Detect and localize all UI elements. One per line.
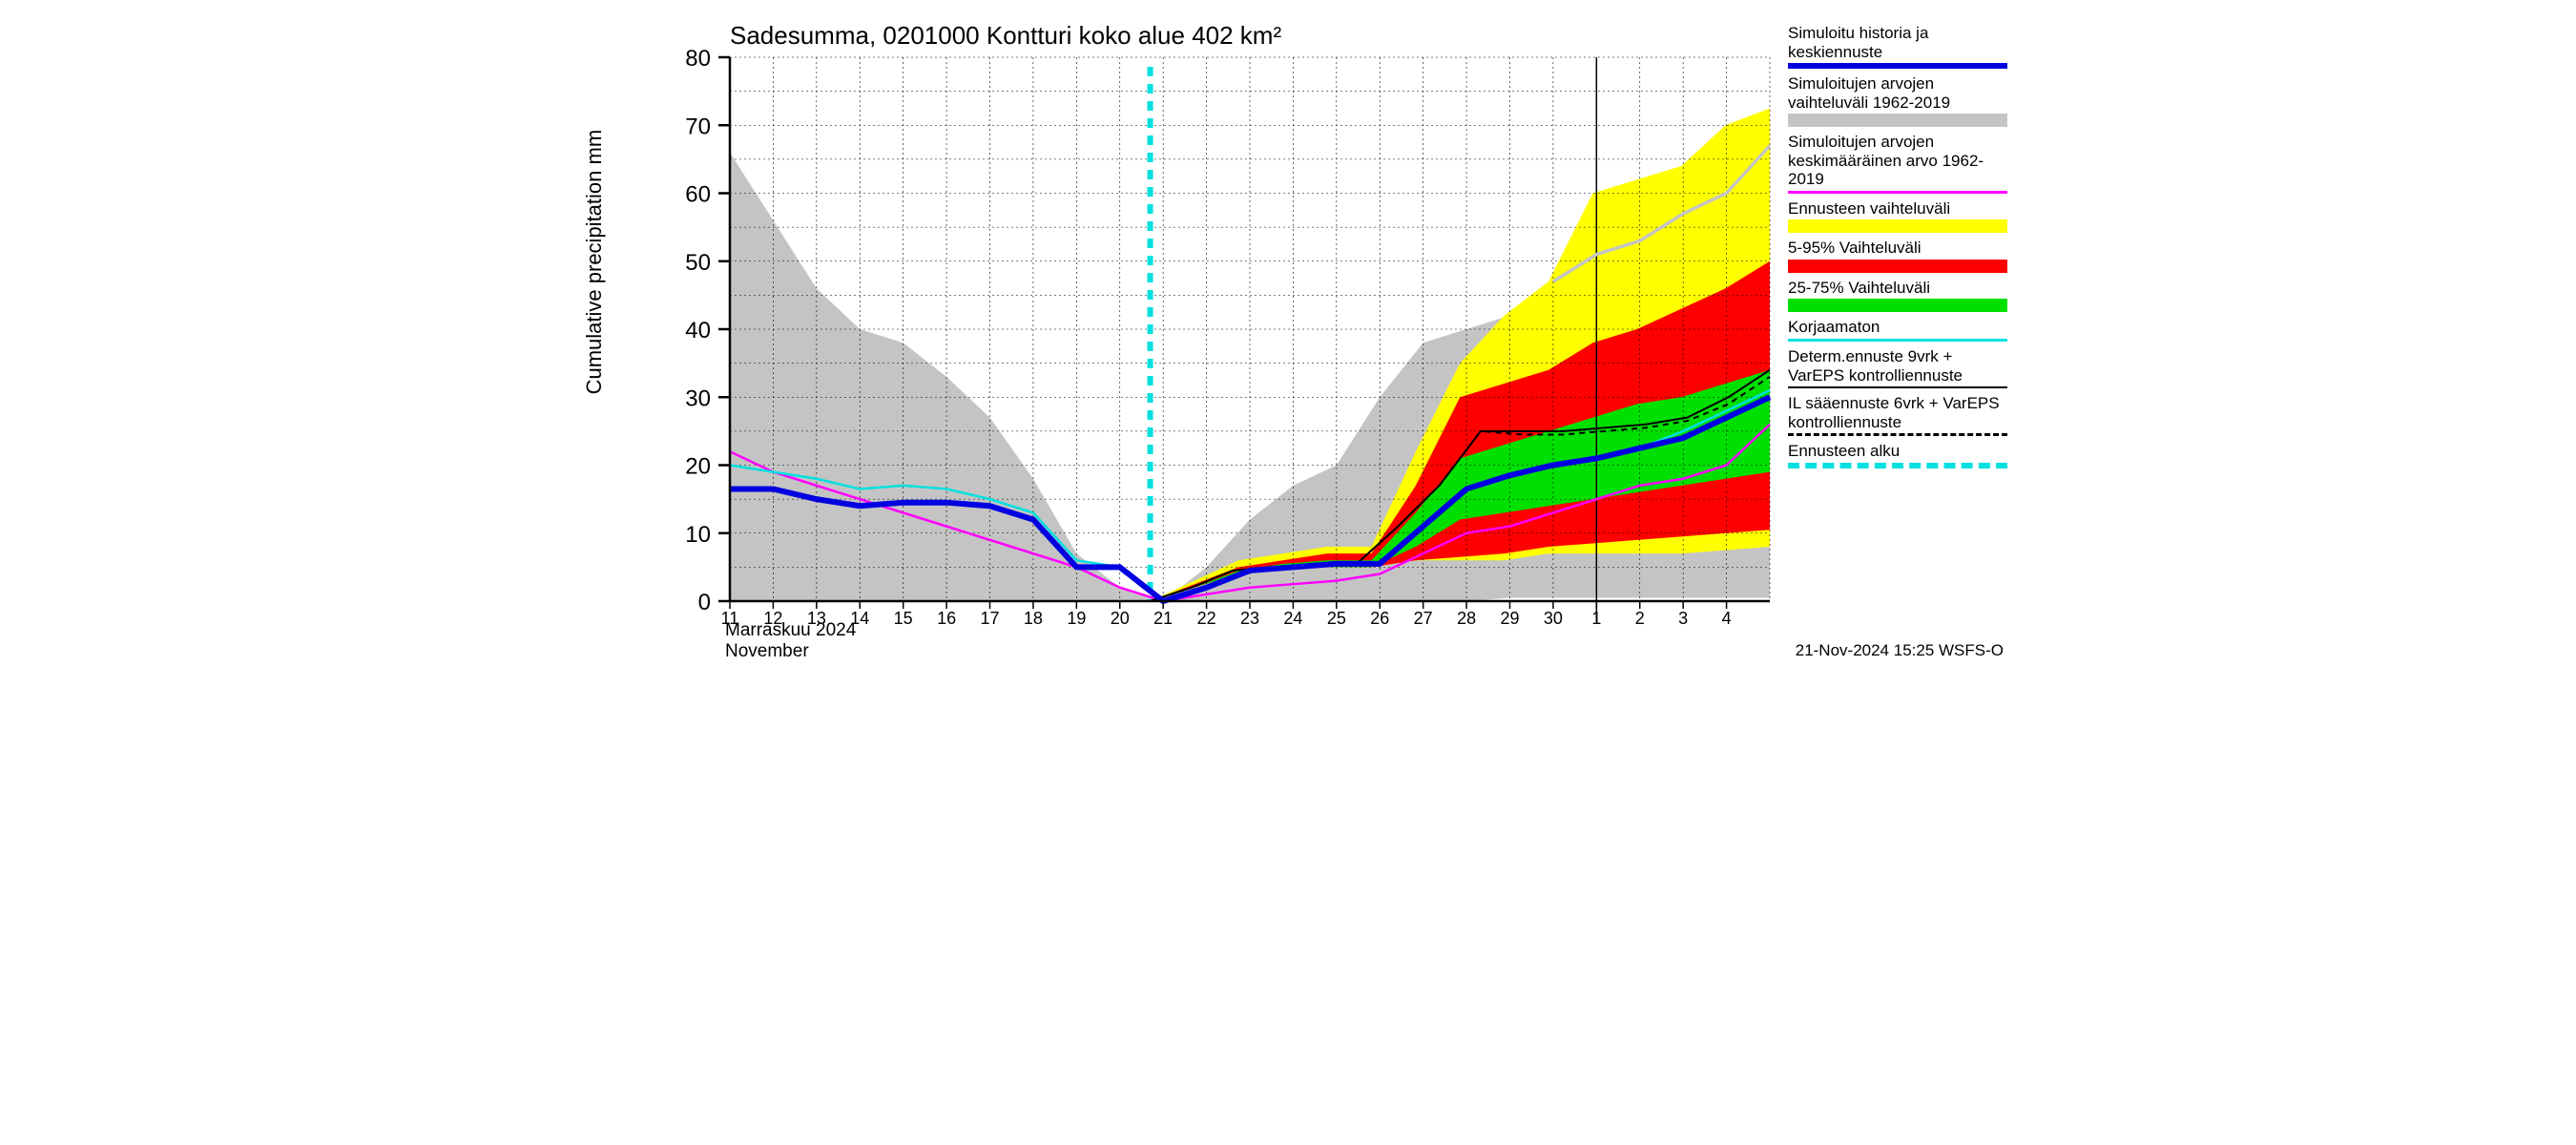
x-month-label-fi: Marraskuu 2024 <box>725 620 856 641</box>
legend-swatch <box>1788 114 2007 127</box>
legend-item: 25-75% Vaihteluväli <box>1788 279 2007 313</box>
svg-text:50: 50 <box>685 250 711 276</box>
legend-label: IL sääennuste 6vrk + VarEPS kontrollienn… <box>1788 394 2007 431</box>
legend-swatch <box>1788 219 2007 233</box>
timestamp: 21-Nov-2024 15:25 WSFS-O <box>1796 641 2004 660</box>
legend: Simuloitu historia ja keskiennuste Simulo… <box>1788 24 2007 482</box>
svg-text:60: 60 <box>685 182 711 208</box>
legend-swatch <box>1788 386 2007 388</box>
svg-text:16: 16 <box>937 609 956 628</box>
chart-container: 0102030405060708011121314151617181920212… <box>563 0 2013 668</box>
svg-text:30: 30 <box>685 385 711 411</box>
svg-text:Sadesumma, 0201000 Kontturi ko: Sadesumma, 0201000 Kontturi koko alue 40… <box>730 21 1281 50</box>
legend-label: Ennusteen vaihteluväli <box>1788 199 2007 219</box>
legend-label: Korjaamaton <box>1788 318 2007 337</box>
legend-label: Simuloitujen arvojen keskimääräinen arvo… <box>1788 133 2007 189</box>
svg-text:20: 20 <box>685 454 711 480</box>
legend-swatch <box>1788 433 2007 436</box>
legend-swatch <box>1788 260 2007 273</box>
legend-swatch <box>1788 191 2007 194</box>
svg-text:25: 25 <box>1327 609 1346 628</box>
svg-text:2: 2 <box>1635 609 1645 628</box>
svg-text:3: 3 <box>1678 609 1688 628</box>
legend-swatch <box>1788 63 2007 69</box>
svg-text:40: 40 <box>685 318 711 344</box>
legend-label: 5-95% Vaihteluväli <box>1788 239 2007 258</box>
svg-text:0: 0 <box>698 590 711 615</box>
legend-label: Ennusteen alku <box>1788 442 2007 461</box>
svg-text:28: 28 <box>1457 609 1476 628</box>
legend-item: IL sääennuste 6vrk + VarEPS kontrollienn… <box>1788 394 2007 436</box>
legend-label: Simuloitu historia ja keskiennuste <box>1788 24 2007 61</box>
legend-label: 25-75% Vaihteluväli <box>1788 279 2007 298</box>
svg-text:15: 15 <box>894 609 913 628</box>
legend-swatch <box>1788 339 2007 342</box>
svg-text:20: 20 <box>1111 609 1130 628</box>
svg-text:10: 10 <box>685 522 711 548</box>
svg-text:17: 17 <box>980 609 999 628</box>
svg-text:30: 30 <box>1544 609 1563 628</box>
svg-text:70: 70 <box>685 114 711 139</box>
legend-item: 5-95% Vaihteluväli <box>1788 239 2007 273</box>
svg-text:24: 24 <box>1283 609 1302 628</box>
svg-text:22: 22 <box>1197 609 1216 628</box>
legend-label: Determ.ennuste 9vrk + VarEPS kontrollien… <box>1788 347 2007 385</box>
svg-text:Cumulative precipitation mm: Cumulative precipitation mm <box>582 130 606 395</box>
legend-swatch <box>1788 463 2007 476</box>
svg-text:1: 1 <box>1591 609 1601 628</box>
svg-text:80: 80 <box>685 46 711 72</box>
svg-text:26: 26 <box>1370 609 1389 628</box>
legend-swatch <box>1788 299 2007 312</box>
svg-text:23: 23 <box>1240 609 1259 628</box>
legend-item: Simuloitu historia ja keskiennuste <box>1788 24 2007 69</box>
svg-text:4: 4 <box>1722 609 1732 628</box>
svg-text:27: 27 <box>1414 609 1433 628</box>
legend-item: Simuloitujen arvojen vaihteluväli 1962-2… <box>1788 74 2007 127</box>
legend-item: Determ.ennuste 9vrk + VarEPS kontrollien… <box>1788 347 2007 388</box>
legend-item: Korjaamaton <box>1788 318 2007 342</box>
svg-text:19: 19 <box>1067 609 1086 628</box>
svg-text:29: 29 <box>1500 609 1519 628</box>
legend-label: Simuloitujen arvojen vaihteluväli 1962-2… <box>1788 74 2007 112</box>
legend-item: Simuloitujen arvojen keskimääräinen arvo… <box>1788 133 2007 194</box>
legend-item: Ennusteen vaihteluväli <box>1788 199 2007 234</box>
svg-text:18: 18 <box>1024 609 1043 628</box>
legend-item: Ennusteen alku <box>1788 442 2007 476</box>
svg-text:21: 21 <box>1153 609 1173 628</box>
x-month-label-en: November <box>725 641 809 662</box>
